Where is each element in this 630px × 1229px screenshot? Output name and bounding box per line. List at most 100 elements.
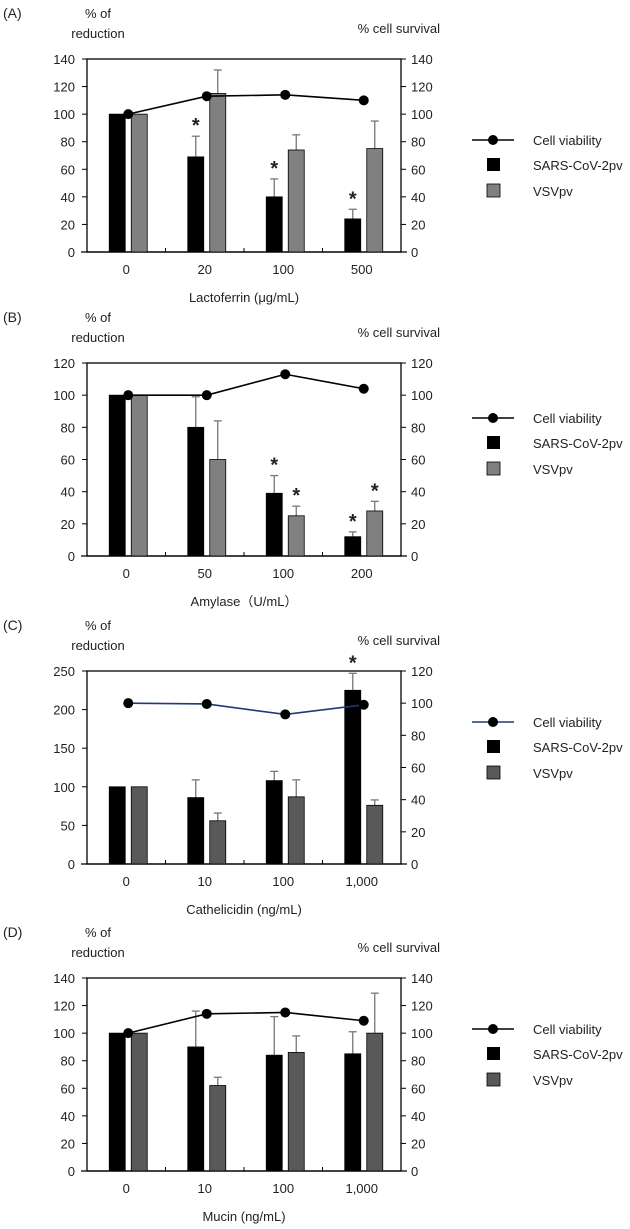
x-tick-label: 1,000 xyxy=(345,874,378,889)
legend-vsv-swatch xyxy=(486,183,501,198)
right-y-tick-label: 0 xyxy=(411,857,418,872)
legend-vsv-label: VSVpv xyxy=(533,184,573,199)
cell-viability-point xyxy=(358,1015,369,1026)
left-y-tick-label: 120 xyxy=(53,356,75,371)
x-tick-label: 500 xyxy=(351,262,373,277)
left-y-tick-label: 40 xyxy=(61,485,75,500)
vsv-bar xyxy=(287,515,305,557)
right-y-tick-label: 100 xyxy=(411,1026,433,1041)
vsv-bar xyxy=(130,113,148,253)
left-y-tick-label: 80 xyxy=(61,420,75,435)
legend-sars-label: SARS-CoV-2pv xyxy=(533,740,623,755)
x-axis-title: Cathelicidin (ng/mL) xyxy=(186,902,302,917)
vsv-bar xyxy=(287,149,305,253)
cell-viability-point xyxy=(201,1008,212,1019)
left-axis-label-line1: % of xyxy=(85,6,111,21)
legend-vsv-swatch xyxy=(486,1072,501,1087)
left-y-tick-label: 40 xyxy=(61,190,75,205)
right-y-tick-label: 0 xyxy=(411,1164,418,1179)
sars-bar xyxy=(108,786,126,865)
legend: Cell viability SARS-CoV-2pv VSVpv xyxy=(472,411,623,477)
vsv-bar xyxy=(209,820,227,865)
right-y-tick-label: 120 xyxy=(411,80,433,95)
legend-sars-swatch xyxy=(487,436,500,449)
cell-viability-point xyxy=(201,390,212,401)
left-axis-label-line2: reduction xyxy=(71,945,124,960)
left-axis-label-line2: reduction xyxy=(71,330,124,345)
left-y-tick-label: 100 xyxy=(53,780,75,795)
legend-viability-label: Cell viability xyxy=(533,133,602,148)
cell-viability-point xyxy=(280,709,291,720)
right-y-tick-label: 100 xyxy=(411,107,433,122)
sars-bar xyxy=(344,689,362,865)
right-y-tick-label: 60 xyxy=(411,761,425,776)
x-tick-label: 100 xyxy=(272,1181,294,1196)
legend-viability-label: Cell viability xyxy=(533,1022,602,1037)
sars-bar xyxy=(187,1046,205,1172)
legend: Cell viability SARS-CoV-2pv VSVpv xyxy=(472,715,623,781)
right-y-tick-label: 40 xyxy=(411,485,425,500)
cell-viability-point xyxy=(201,698,212,709)
chart-panel-d: (D) % of reduction % cell survival 0 20 40 60 80… xyxy=(3,924,623,1224)
right-y-tick-label: 60 xyxy=(411,453,425,468)
vsv-bar xyxy=(366,510,384,557)
x-tick-label: 200 xyxy=(351,566,373,581)
vsv-bar xyxy=(130,786,148,865)
right-axis-label: % cell survival xyxy=(358,940,440,955)
chart-panel-a: (A) % of reduction % cell survival 0 20 40 60 80… xyxy=(3,5,623,305)
legend-vsv-label: VSVpv xyxy=(533,1073,573,1088)
right-axis-label: % cell survival xyxy=(358,325,440,340)
left-y-tick-label: 120 xyxy=(53,999,75,1014)
legend: Cell viability SARS-CoV-2pv VSVpv xyxy=(472,1022,623,1088)
left-axis-label-line1: % of xyxy=(85,925,111,940)
right-y-tick-label: 40 xyxy=(411,793,425,808)
x-tick-label: 1,000 xyxy=(345,1181,378,1196)
cell-viability-line xyxy=(128,94,364,115)
sars-bar xyxy=(187,426,205,557)
left-y-tick-label: 250 xyxy=(53,664,75,679)
cell-viability-point xyxy=(358,699,369,710)
x-tick-label: 0 xyxy=(123,874,130,889)
left-axis-label-line2: reduction xyxy=(71,638,124,653)
cell-viability-line xyxy=(128,373,364,396)
sars-bar xyxy=(108,113,126,253)
left-y-tick-label: 40 xyxy=(61,1109,75,1124)
x-tick-label: 100 xyxy=(272,262,294,277)
sars-bar xyxy=(344,1053,362,1172)
legend-marker-icon xyxy=(488,717,498,727)
right-y-tick-label: 20 xyxy=(411,217,425,232)
right-y-tick-label: 140 xyxy=(411,971,433,986)
vsv-bar xyxy=(209,459,227,557)
panel-label: (C) xyxy=(3,617,22,633)
left-y-tick-label: 100 xyxy=(53,107,75,122)
cell-viability-point xyxy=(280,89,291,100)
left-y-tick-label: 140 xyxy=(53,971,75,986)
x-tick-label: 100 xyxy=(272,874,294,889)
significance-star: * xyxy=(371,480,379,502)
cell-viability-point xyxy=(123,698,134,709)
significance-star: * xyxy=(270,158,278,180)
right-y-tick-label: 60 xyxy=(411,1081,425,1096)
left-y-tick-label: 20 xyxy=(61,517,75,532)
legend-sars-swatch xyxy=(487,740,500,753)
right-y-tick-label: 120 xyxy=(411,664,433,679)
right-y-tick-label: 80 xyxy=(411,135,425,150)
right-y-tick-label: 0 xyxy=(411,549,418,564)
sars-bar xyxy=(344,536,362,557)
left-y-tick-label: 60 xyxy=(61,1081,75,1096)
right-y-tick-label: 80 xyxy=(411,1054,425,1069)
legend-sars-swatch xyxy=(487,158,500,171)
x-tick-label: 0 xyxy=(123,566,130,581)
left-y-tick-label: 100 xyxy=(53,388,75,403)
left-y-tick-label: 20 xyxy=(61,217,75,232)
legend-vsv-swatch xyxy=(486,461,501,476)
vsv-bar xyxy=(209,1085,227,1172)
x-tick-label: 50 xyxy=(198,566,212,581)
legend-vsv-swatch xyxy=(486,765,501,780)
vsv-bar xyxy=(209,93,227,253)
right-y-tick-label: 40 xyxy=(411,1109,425,1124)
left-axis-label-line2: reduction xyxy=(71,26,124,41)
right-axis-label: % cell survival xyxy=(358,21,440,36)
